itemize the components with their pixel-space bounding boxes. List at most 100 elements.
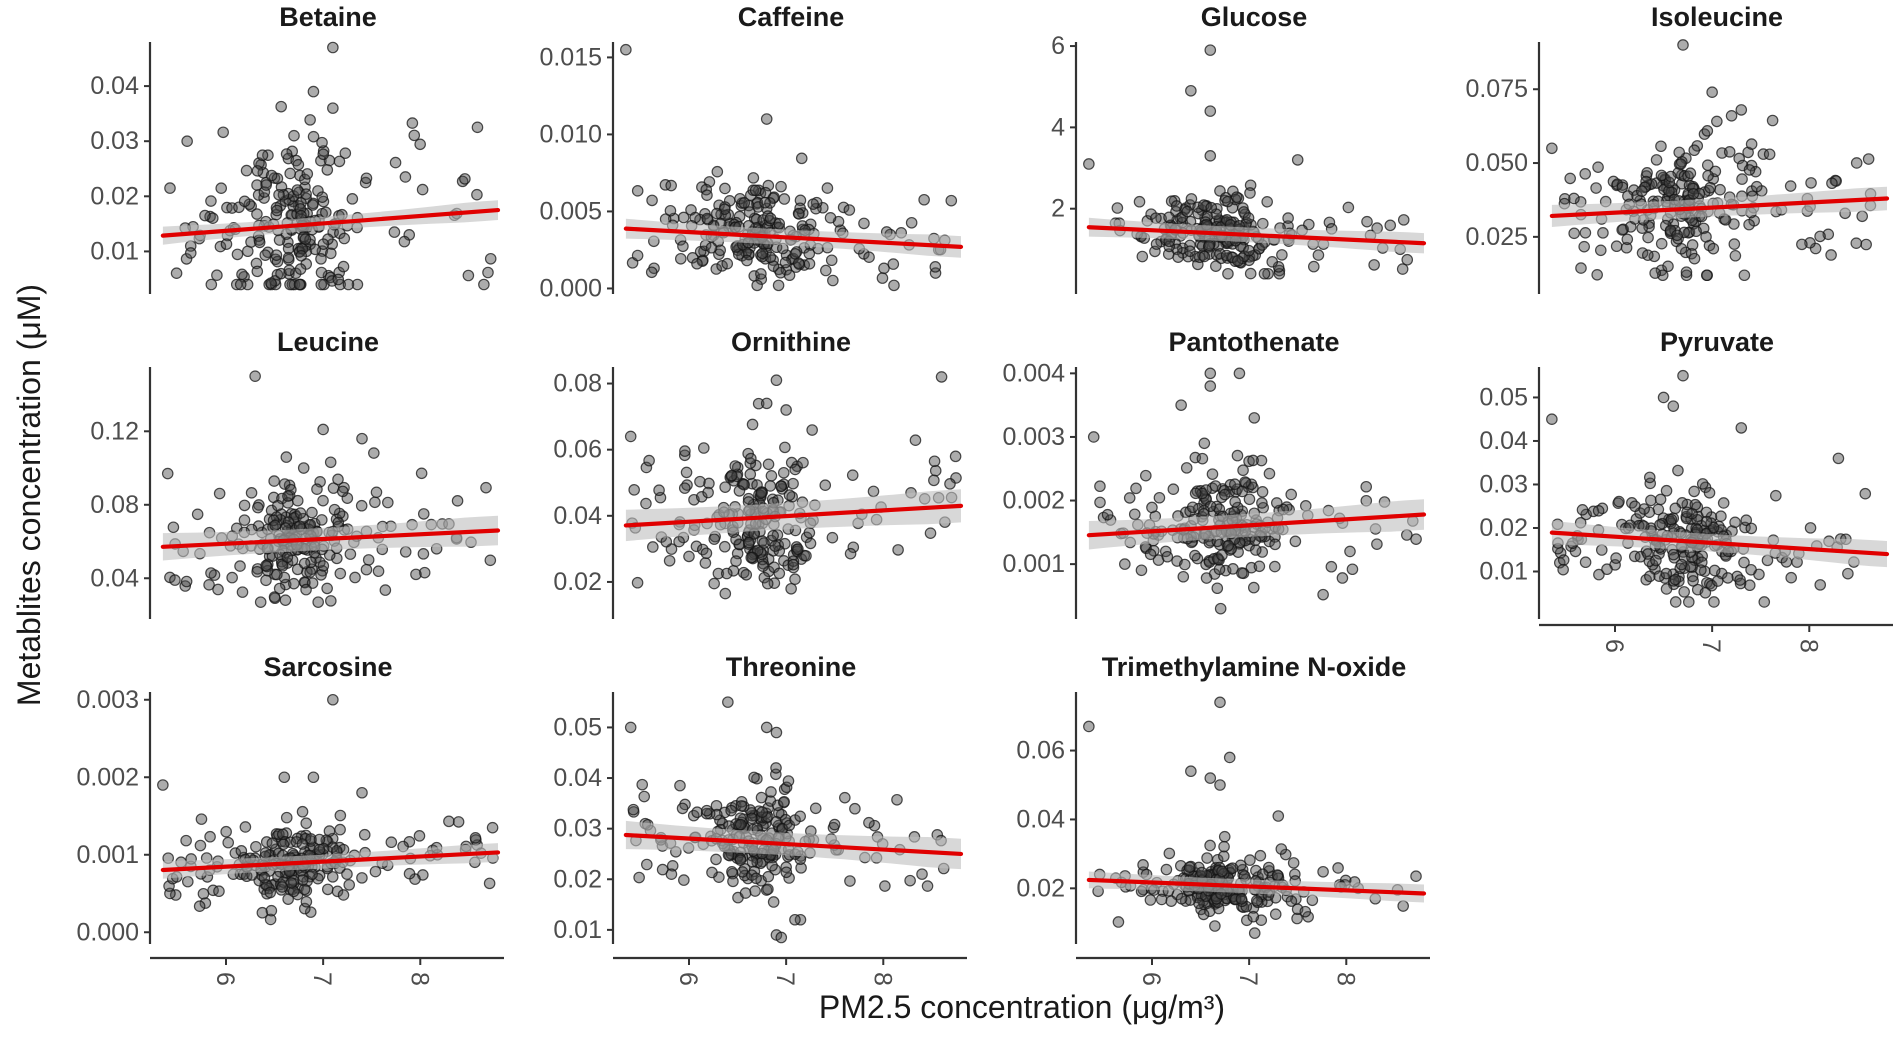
data-point: [1222, 539, 1235, 552]
data-point: [795, 152, 808, 165]
data-point: [1592, 505, 1605, 517]
data-point: [1184, 245, 1196, 258]
data-point: [795, 862, 807, 874]
data-point: [721, 257, 734, 270]
data-point: [309, 243, 322, 256]
data-point: [1664, 170, 1677, 183]
y-tick-label: 0.03: [553, 815, 602, 843]
data-point: [1717, 497, 1730, 509]
data-point: [1642, 249, 1654, 261]
data-point: [701, 804, 713, 817]
data-point: [858, 217, 870, 230]
data-point: [944, 478, 956, 490]
data-point: [698, 442, 710, 454]
data-point: [905, 216, 918, 229]
data-point: [1740, 514, 1753, 527]
data-point: [1266, 256, 1279, 268]
data-point: [282, 251, 295, 264]
data-point: [300, 895, 313, 908]
data-point: [1229, 893, 1242, 906]
y-tick-label: 0.002: [1002, 487, 1065, 515]
data-point: [1160, 863, 1173, 876]
data-point: [1211, 582, 1224, 595]
data-point: [1850, 157, 1863, 169]
panel-title: Threonine: [726, 652, 857, 682]
data-point: [741, 254, 753, 267]
data-point: [358, 828, 371, 841]
regression-line: [1086, 512, 1427, 538]
data-point: [1643, 471, 1656, 484]
data-point: [317, 494, 329, 507]
x-tick-label: 8: [1794, 639, 1822, 653]
data-point: [328, 503, 341, 516]
data-point: [1714, 183, 1726, 196]
data-point: [710, 853, 722, 866]
data-point: [1204, 105, 1217, 117]
data-point: [284, 167, 296, 180]
data-point: [313, 843, 326, 856]
data-point: [213, 487, 226, 500]
data-point: [1638, 503, 1650, 515]
data-point: [1690, 225, 1702, 238]
data-point: [275, 100, 287, 113]
data-point: [316, 514, 328, 526]
data-point: [1672, 464, 1684, 477]
data-point: [1175, 892, 1188, 905]
panel-ornithine: Ornithine 0.02 0.04 0.06 0.08: [553, 327, 964, 619]
data-point: [406, 117, 419, 129]
data-point: [863, 251, 875, 264]
x-tick-label: 7: [771, 972, 799, 986]
data-point: [1231, 449, 1244, 462]
data-point: [1243, 244, 1255, 257]
data-point: [775, 180, 787, 193]
data-point: [1686, 239, 1699, 251]
data-point: [640, 461, 653, 474]
data-point: [1397, 900, 1409, 912]
y-tick-label: 0.04: [553, 502, 602, 530]
data-point: [1253, 560, 1266, 573]
data-point: [1641, 167, 1653, 179]
data-point: [265, 169, 278, 182]
data-point: [710, 263, 723, 275]
data-point: [271, 204, 283, 217]
data-point: [1616, 224, 1628, 236]
data-point: [1683, 596, 1695, 608]
data-point: [1832, 452, 1845, 465]
data-point: [1653, 570, 1665, 582]
x-tick-label: 8: [868, 972, 896, 986]
data-point: [291, 494, 304, 507]
data-point: [821, 182, 834, 194]
data-point: [734, 854, 747, 866]
data-point: [270, 249, 283, 261]
data-point: [1170, 200, 1183, 212]
data-point: [699, 557, 712, 569]
data-point: [1826, 177, 1838, 190]
data-point: [665, 179, 677, 192]
data-point: [757, 560, 769, 572]
data-point: [793, 208, 805, 220]
data-point: [236, 586, 249, 598]
data-point: [339, 147, 352, 159]
y-tick-label: 0.06: [1016, 737, 1065, 765]
data-point: [276, 560, 289, 572]
data-point: [265, 277, 277, 289]
y-tick-label: 0.04: [1016, 805, 1065, 833]
data-point: [719, 481, 731, 493]
data-point: [278, 771, 291, 784]
data-point: [1112, 916, 1125, 928]
data-point: [734, 192, 746, 205]
data-point: [249, 370, 261, 382]
data-point: [1204, 839, 1216, 852]
y-tick-label: 4: [1051, 113, 1065, 141]
panel-title: Pantothenate: [1168, 327, 1339, 357]
data-point: [1579, 227, 1592, 239]
y-tick-label: 0.05: [1479, 383, 1528, 411]
data-point: [1735, 422, 1748, 434]
data-point: [1601, 563, 1613, 576]
data-point: [666, 860, 679, 872]
data-point: [1711, 115, 1723, 128]
data-point: [259, 847, 272, 859]
data-point: [710, 799, 723, 812]
data-point: [712, 567, 725, 580]
